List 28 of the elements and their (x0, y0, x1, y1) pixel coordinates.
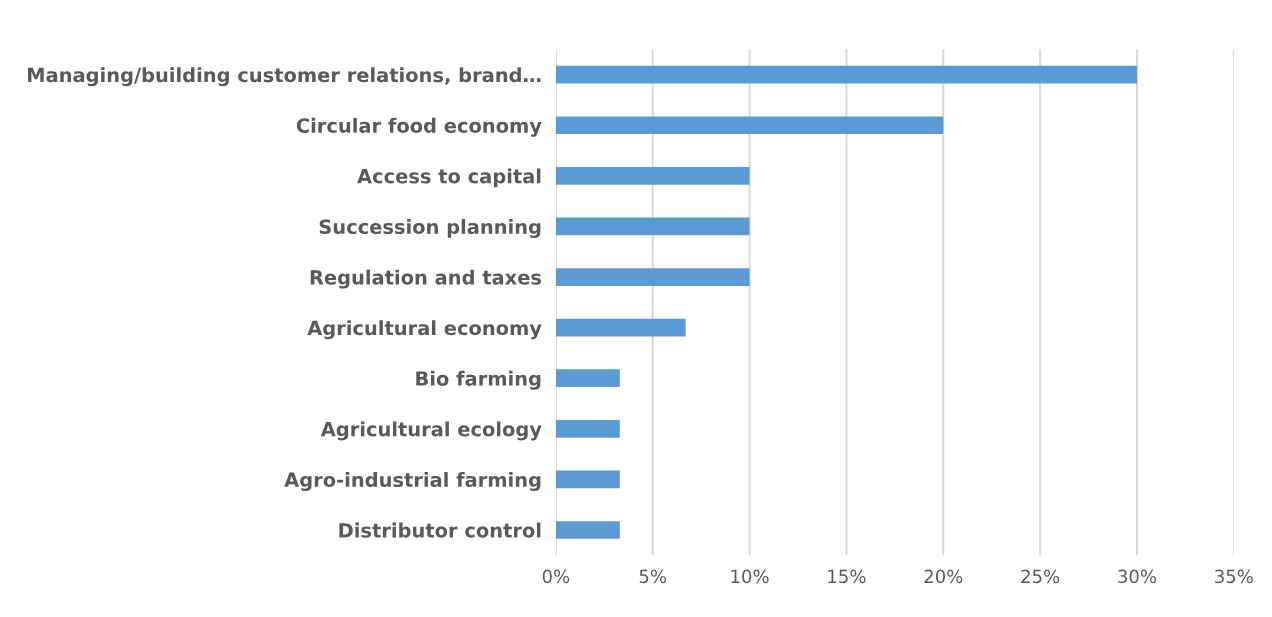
y-tick-label: Distributor control (339, 522, 541, 538)
y-tick-label: Agro-industrial farming (284, 472, 541, 491)
y-tick-label: Bio farming (416, 370, 541, 390)
y-tick-label: Succession planning (319, 219, 541, 239)
x-tick-label: 30% (1118, 569, 1157, 584)
bar (555, 268, 750, 286)
bar (555, 419, 620, 438)
bar (555, 521, 620, 539)
bar (555, 318, 686, 337)
y-tick-label: Regulation and taxes (310, 269, 542, 289)
bar (555, 217, 750, 236)
x-tick-label: 10% (731, 569, 769, 584)
y-tick-label: Access to capital (357, 168, 541, 188)
x-tick-label: 5% (639, 569, 667, 584)
x-tick-label: 35% (1215, 569, 1253, 584)
x-tick-label: 0% (542, 569, 570, 584)
x-tick-label: 15% (828, 569, 866, 584)
bar (555, 116, 944, 135)
bar (555, 470, 620, 489)
y-tick-label: Managing/building customer relations, brand… (27, 67, 541, 87)
y-tick-label: Circular food economy (296, 117, 542, 137)
bar (555, 166, 750, 185)
y-tick-label: Agricultural ecology (320, 421, 542, 441)
bar (555, 369, 620, 388)
x-tick-label: 25% (1021, 569, 1060, 584)
x-tick-label: 20% (924, 569, 963, 584)
bar (555, 65, 1137, 84)
y-tick-label: Agricultural economy (307, 320, 542, 340)
